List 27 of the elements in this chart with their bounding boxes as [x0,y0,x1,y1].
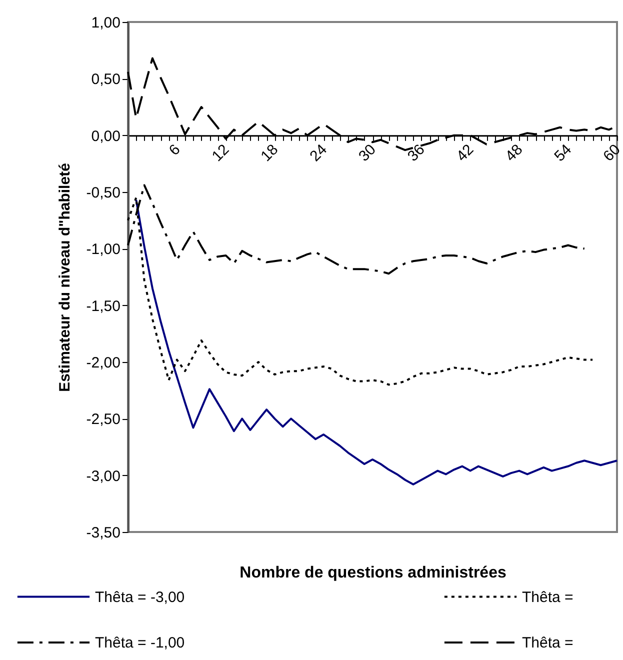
legend-label: Thêta = [522,634,574,652]
y-tick-label: -1,00 [86,241,120,258]
y-tick-label: 0,50 [91,71,120,88]
y-axis-title: Estimateur du niveau d"habileté [56,163,74,392]
y-tick-label: -2,00 [86,354,120,372]
y-tick-label: -1,50 [86,298,120,315]
x-tick-label: 6 [166,141,184,160]
y-tick-label: -3,00 [86,468,120,485]
x-tick-label: 24 [306,141,330,165]
x-tick-label: 60 [600,141,623,165]
x-tick-label: 18 [258,141,282,165]
x-tick-label: 36 [404,141,428,165]
y-tick-label: 0,00 [91,128,120,145]
x-axis-title: Nombre de questions administrées [240,564,506,582]
legend-label: Thêta = -1,00 [95,634,185,652]
line-series [135,198,618,486]
x-tick-label: 54 [551,141,575,165]
y-tick-label: 1,00 [91,14,120,32]
legend-label: Thêta = [522,588,574,606]
x-tick-label: 48 [502,141,526,165]
y-tick-label: -3,50 [86,524,120,542]
legend-label: Thêta = -3,00 [95,588,185,606]
x-tick-label: 42 [453,141,478,165]
y-tick-label: -0,50 [86,184,120,202]
x-tick-label: 30 [356,141,380,165]
x-tick-label: 12 [208,141,233,165]
y-tick-label: -2,50 [86,411,120,428]
